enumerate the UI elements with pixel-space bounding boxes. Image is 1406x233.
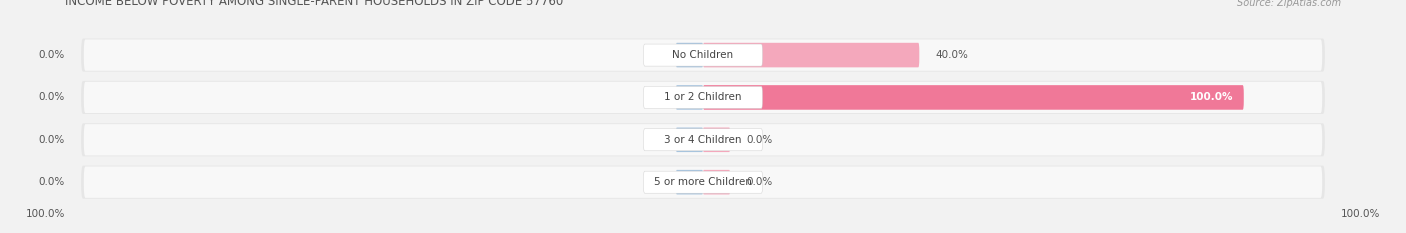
FancyBboxPatch shape — [84, 124, 1322, 155]
FancyBboxPatch shape — [644, 86, 762, 108]
FancyBboxPatch shape — [84, 82, 1322, 113]
Text: 100.0%: 100.0% — [1341, 209, 1381, 219]
FancyBboxPatch shape — [84, 167, 1322, 198]
FancyBboxPatch shape — [676, 85, 703, 110]
Text: 0.0%: 0.0% — [38, 135, 65, 145]
Text: 100.0%: 100.0% — [25, 209, 65, 219]
Text: Source: ZipAtlas.com: Source: ZipAtlas.com — [1237, 0, 1341, 8]
FancyBboxPatch shape — [703, 127, 730, 152]
Text: 5 or more Children: 5 or more Children — [654, 177, 752, 187]
FancyBboxPatch shape — [676, 170, 703, 195]
FancyBboxPatch shape — [703, 43, 920, 67]
FancyBboxPatch shape — [644, 171, 762, 193]
FancyBboxPatch shape — [82, 123, 1324, 156]
Text: INCOME BELOW POVERTY AMONG SINGLE-PARENT HOUSEHOLDS IN ZIP CODE 57760: INCOME BELOW POVERTY AMONG SINGLE-PARENT… — [65, 0, 564, 8]
FancyBboxPatch shape — [644, 44, 762, 66]
Text: 100.0%: 100.0% — [1189, 93, 1233, 103]
Text: 1 or 2 Children: 1 or 2 Children — [664, 93, 742, 103]
FancyBboxPatch shape — [676, 43, 703, 67]
Text: 0.0%: 0.0% — [38, 50, 65, 60]
Text: 0.0%: 0.0% — [747, 177, 772, 187]
FancyBboxPatch shape — [82, 166, 1324, 199]
Text: 40.0%: 40.0% — [935, 50, 969, 60]
FancyBboxPatch shape — [644, 129, 762, 151]
Text: No Children: No Children — [672, 50, 734, 60]
Text: 0.0%: 0.0% — [38, 177, 65, 187]
FancyBboxPatch shape — [703, 85, 1244, 110]
Text: 0.0%: 0.0% — [38, 93, 65, 103]
FancyBboxPatch shape — [703, 170, 730, 195]
FancyBboxPatch shape — [82, 38, 1324, 72]
Text: 3 or 4 Children: 3 or 4 Children — [664, 135, 742, 145]
FancyBboxPatch shape — [84, 39, 1322, 71]
FancyBboxPatch shape — [82, 81, 1324, 114]
FancyBboxPatch shape — [676, 127, 703, 152]
Text: 0.0%: 0.0% — [747, 135, 772, 145]
